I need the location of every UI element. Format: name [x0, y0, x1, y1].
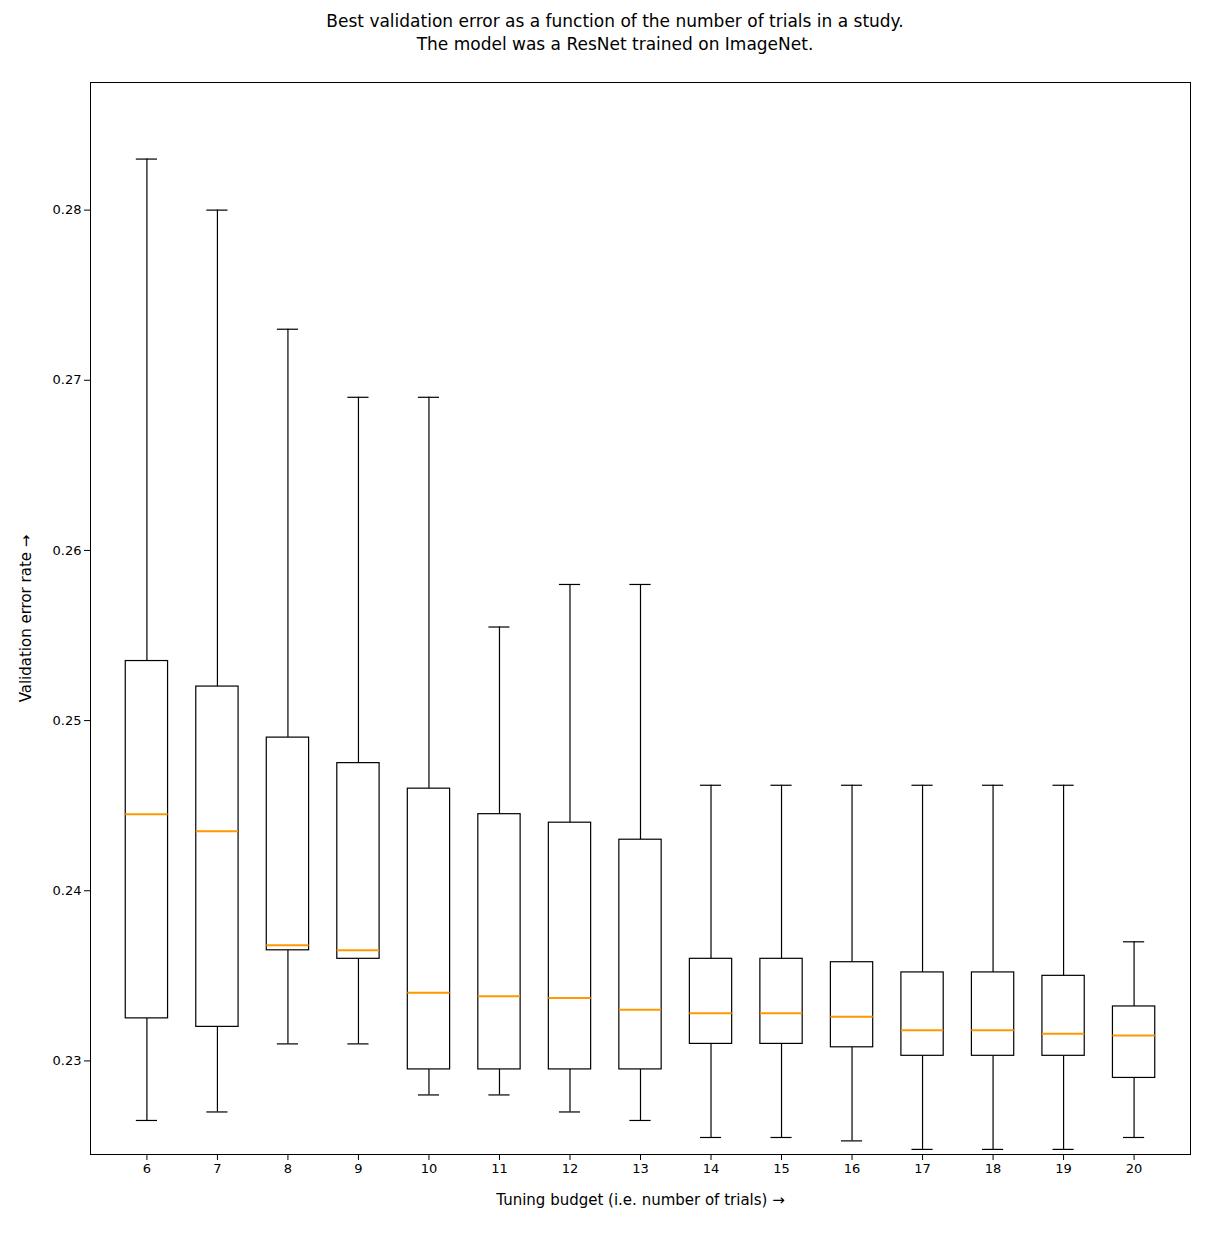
- svg-text:18: 18: [985, 1161, 1002, 1176]
- svg-text:14: 14: [703, 1161, 720, 1176]
- svg-text:16: 16: [844, 1161, 861, 1176]
- svg-text:7: 7: [213, 1161, 221, 1176]
- html-text:Best validation error as a fun: Best validation error as a function of t…: [326, 11, 904, 54]
- svg-text:0.27: 0.27: [53, 372, 82, 387]
- svg-text:11: 11: [491, 1161, 508, 1176]
- svg-text:17: 17: [914, 1161, 931, 1176]
- svg-text:6: 6: [143, 1161, 151, 1176]
- svg-text:10: 10: [421, 1161, 438, 1176]
- svg-text:0.24: 0.24: [53, 883, 82, 898]
- svg-text:Tuning budget (i.e. number of: Tuning budget (i.e. number of trials) →: [495, 1190, 784, 1208]
- svg-text:0.28: 0.28: [53, 202, 82, 217]
- svg-text:13: 13: [632, 1161, 649, 1176]
- svg-text:Validation error rate →: Validation error rate →: [17, 535, 35, 703]
- svg-text:12: 12: [562, 1161, 579, 1176]
- svg-text:0.26: 0.26: [53, 542, 82, 557]
- svg-text:0.25: 0.25: [53, 713, 82, 728]
- svg-text:20: 20: [1126, 1161, 1143, 1176]
- svg-text:8: 8: [284, 1161, 292, 1176]
- svg-text:0.23: 0.23: [53, 1053, 82, 1068]
- svg-text:15: 15: [773, 1161, 790, 1176]
- svg-text:9: 9: [354, 1161, 362, 1176]
- svg-text:19: 19: [1055, 1161, 1072, 1176]
